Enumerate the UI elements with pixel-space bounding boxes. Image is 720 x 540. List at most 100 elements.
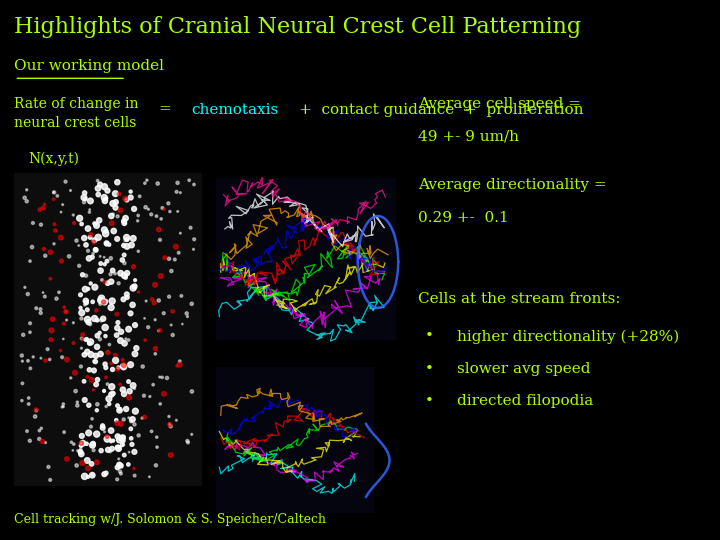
Point: [114, 380, 126, 389]
Point: [87, 471, 99, 480]
Point: [158, 389, 170, 398]
Point: [73, 261, 85, 270]
Point: [77, 271, 89, 279]
Point: [109, 190, 121, 198]
Point: [112, 475, 123, 484]
Point: [86, 375, 97, 384]
Point: [91, 219, 102, 227]
Point: [92, 177, 104, 185]
Point: [112, 463, 123, 472]
Point: [145, 427, 157, 436]
Point: [80, 335, 91, 344]
Point: [58, 428, 70, 436]
Point: [171, 416, 182, 424]
Point: [114, 404, 125, 413]
Point: [53, 288, 65, 296]
Point: [82, 246, 94, 255]
Text: Our working model: Our working model: [14, 59, 164, 73]
Point: [81, 348, 93, 356]
Point: [154, 373, 166, 381]
Point: [35, 309, 47, 318]
Point: [34, 205, 45, 214]
Point: [90, 246, 102, 254]
Point: [21, 186, 32, 194]
Point: [182, 438, 194, 447]
Point: [76, 334, 88, 343]
Point: [107, 210, 119, 219]
Point: [40, 252, 51, 260]
Point: [101, 239, 112, 248]
Text: Rate of change in
neural crest cells: Rate of change in neural crest cells: [14, 97, 139, 130]
Point: [27, 353, 39, 361]
Point: [149, 280, 161, 289]
Point: [105, 303, 117, 312]
Point: [19, 193, 30, 202]
Point: [122, 235, 133, 244]
Point: [137, 414, 148, 422]
Point: [75, 448, 86, 456]
Point: [82, 464, 94, 472]
Point: [86, 460, 97, 468]
Point: [150, 461, 162, 470]
Point: [150, 349, 161, 358]
Point: [84, 233, 96, 242]
Point: [110, 356, 122, 364]
Point: [185, 224, 197, 232]
Point: [99, 193, 110, 202]
Point: [107, 297, 118, 306]
Point: [161, 374, 173, 382]
Point: [100, 402, 112, 411]
Point: [140, 296, 152, 305]
Point: [86, 253, 98, 261]
Point: [112, 318, 124, 327]
Point: [143, 205, 154, 214]
Point: [95, 296, 107, 305]
Point: [79, 472, 91, 481]
Point: [84, 320, 96, 328]
Point: [30, 304, 42, 313]
Point: [66, 438, 77, 447]
Point: [99, 260, 110, 268]
Point: [112, 419, 123, 428]
Point: [114, 467, 126, 476]
Point: [79, 188, 91, 197]
Point: [84, 208, 95, 217]
Point: [91, 375, 103, 384]
Text: 49 +- 9 um/h: 49 +- 9 um/h: [418, 130, 518, 144]
Point: [88, 386, 99, 394]
Point: [91, 406, 102, 415]
Point: [166, 267, 177, 275]
Point: [171, 187, 182, 196]
Point: [108, 227, 120, 235]
Point: [107, 199, 119, 208]
Point: [24, 319, 36, 328]
Point: [134, 192, 145, 201]
Point: [22, 290, 34, 299]
Point: [85, 422, 96, 431]
Point: [130, 407, 141, 415]
Point: [114, 406, 125, 415]
Point: [84, 205, 96, 214]
Point: [171, 362, 183, 370]
Point: [106, 219, 117, 227]
Point: [159, 253, 171, 262]
Point: [37, 204, 49, 212]
Point: [102, 435, 113, 443]
Point: [102, 279, 114, 288]
Point: [125, 193, 136, 202]
Point: [63, 252, 75, 261]
Point: [123, 325, 135, 334]
Point: [129, 384, 140, 393]
Point: [45, 326, 57, 335]
Point: [71, 461, 82, 470]
Point: [75, 362, 86, 371]
Point: [22, 356, 34, 365]
Text: Highlights of Cranial Neural Crest Cell Patterning: Highlights of Cranial Neural Crest Cell …: [14, 16, 582, 38]
Point: [58, 400, 69, 408]
Point: [98, 298, 109, 306]
Point: [60, 177, 71, 186]
Point: [107, 365, 118, 374]
Point: [112, 432, 123, 441]
Point: [39, 292, 50, 301]
Point: [60, 307, 71, 315]
